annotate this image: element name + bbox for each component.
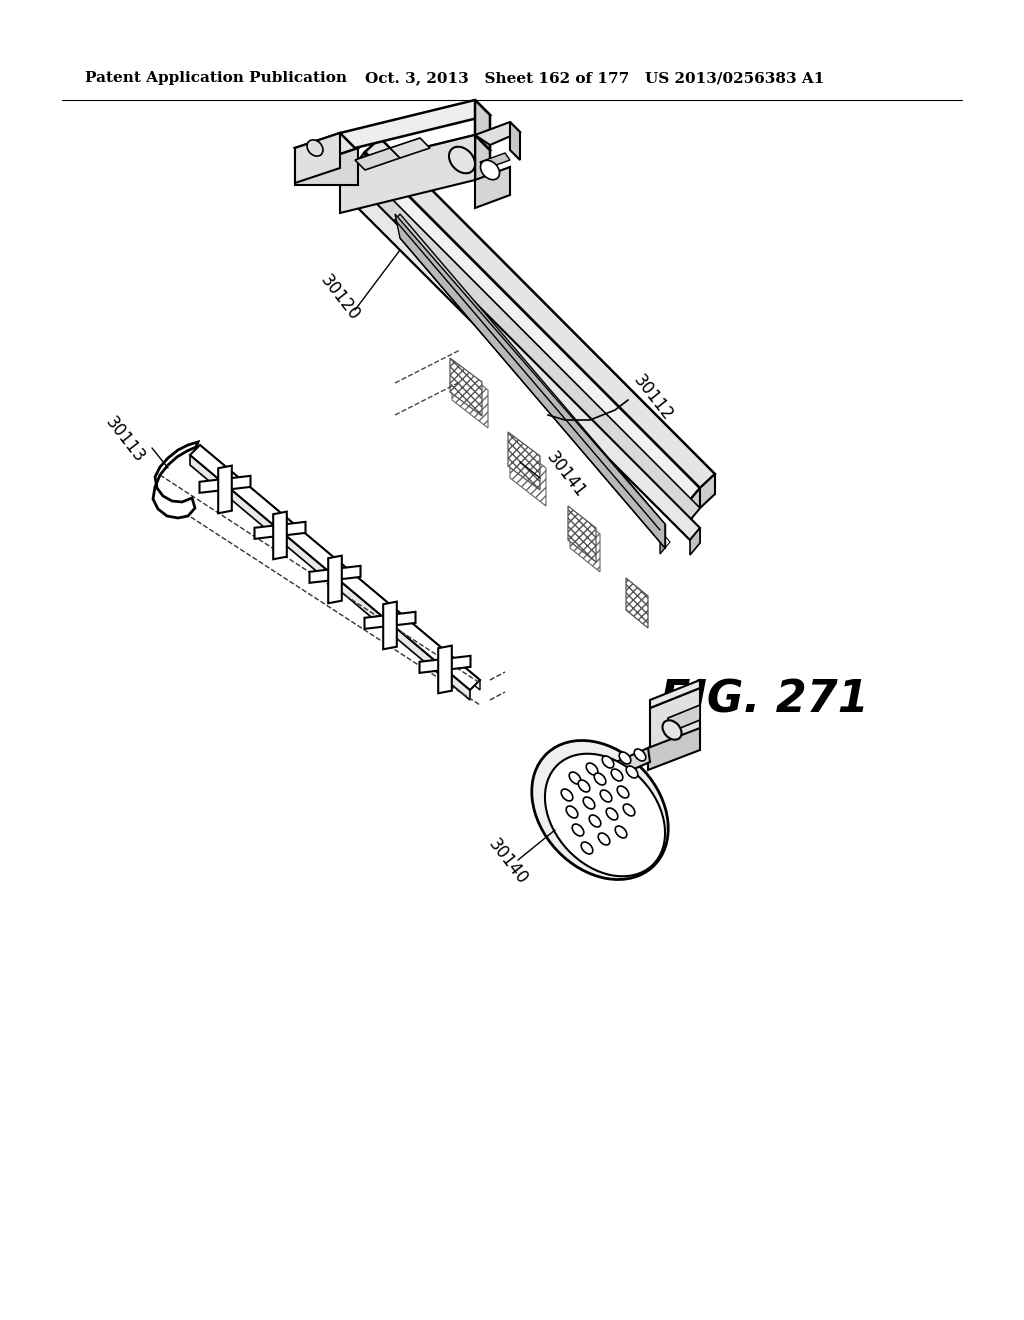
Polygon shape (668, 705, 700, 733)
Ellipse shape (307, 140, 323, 156)
Polygon shape (340, 135, 490, 183)
Polygon shape (648, 729, 700, 770)
Polygon shape (450, 358, 482, 416)
Ellipse shape (620, 752, 631, 764)
Ellipse shape (586, 763, 598, 775)
Ellipse shape (615, 826, 627, 838)
Ellipse shape (449, 147, 475, 173)
Polygon shape (395, 214, 665, 548)
Ellipse shape (589, 814, 601, 826)
Polygon shape (273, 512, 287, 560)
Polygon shape (309, 566, 360, 583)
Ellipse shape (611, 770, 623, 781)
Polygon shape (365, 191, 700, 543)
Polygon shape (475, 100, 490, 150)
Ellipse shape (569, 772, 581, 784)
Polygon shape (690, 488, 700, 520)
Polygon shape (340, 135, 475, 213)
Polygon shape (190, 455, 470, 700)
Ellipse shape (582, 842, 593, 854)
Ellipse shape (617, 785, 629, 799)
Text: Patent Application Publication: Patent Application Publication (85, 71, 347, 84)
Polygon shape (190, 445, 480, 690)
Ellipse shape (600, 791, 611, 803)
Ellipse shape (624, 804, 635, 816)
Polygon shape (650, 688, 700, 750)
Polygon shape (510, 440, 546, 506)
Polygon shape (200, 475, 251, 492)
Polygon shape (255, 521, 305, 539)
Ellipse shape (545, 754, 665, 876)
Polygon shape (153, 442, 198, 517)
Polygon shape (420, 656, 470, 673)
Text: Oct. 3, 2013   Sheet 162 of 177   US 2013/0256383 A1: Oct. 3, 2013 Sheet 162 of 177 US 2013/02… (365, 71, 824, 84)
Ellipse shape (531, 741, 669, 879)
Ellipse shape (634, 748, 646, 760)
Polygon shape (355, 152, 365, 185)
Polygon shape (295, 133, 358, 162)
Polygon shape (690, 528, 700, 554)
Polygon shape (650, 680, 700, 708)
Text: 30140: 30140 (484, 836, 531, 888)
Text: 30112: 30112 (630, 371, 677, 425)
Polygon shape (475, 168, 510, 209)
Ellipse shape (480, 160, 500, 180)
Text: 30141: 30141 (543, 449, 590, 502)
Text: 30120: 30120 (316, 272, 364, 325)
Polygon shape (355, 191, 700, 540)
Polygon shape (626, 578, 648, 628)
Polygon shape (329, 556, 342, 603)
Text: FIG. 271: FIG. 271 (660, 678, 868, 722)
Ellipse shape (561, 789, 572, 801)
Polygon shape (480, 153, 510, 169)
Polygon shape (200, 445, 480, 690)
Polygon shape (355, 172, 700, 520)
Polygon shape (438, 645, 452, 693)
Polygon shape (475, 135, 490, 195)
Polygon shape (295, 133, 340, 183)
Polygon shape (660, 524, 665, 554)
Polygon shape (452, 362, 488, 428)
Polygon shape (355, 148, 400, 170)
Polygon shape (552, 748, 650, 804)
Ellipse shape (579, 780, 590, 792)
Polygon shape (510, 121, 520, 160)
Ellipse shape (663, 721, 682, 739)
Polygon shape (355, 152, 700, 500)
Polygon shape (365, 139, 715, 488)
Ellipse shape (594, 774, 606, 785)
Polygon shape (395, 214, 665, 531)
Ellipse shape (566, 807, 578, 818)
Polygon shape (700, 474, 715, 508)
Text: 30113: 30113 (101, 413, 148, 466)
Ellipse shape (572, 824, 584, 836)
Ellipse shape (606, 808, 617, 820)
Polygon shape (400, 232, 670, 548)
Ellipse shape (627, 766, 638, 777)
Polygon shape (475, 121, 520, 145)
Polygon shape (508, 432, 540, 490)
Polygon shape (383, 602, 397, 649)
Polygon shape (365, 612, 416, 628)
Polygon shape (295, 148, 358, 185)
Ellipse shape (584, 797, 595, 809)
Polygon shape (355, 165, 690, 540)
Polygon shape (218, 466, 231, 513)
Polygon shape (570, 510, 600, 572)
Polygon shape (340, 100, 490, 148)
Ellipse shape (602, 756, 613, 768)
Polygon shape (390, 139, 430, 158)
Polygon shape (568, 506, 596, 562)
Ellipse shape (598, 833, 610, 845)
